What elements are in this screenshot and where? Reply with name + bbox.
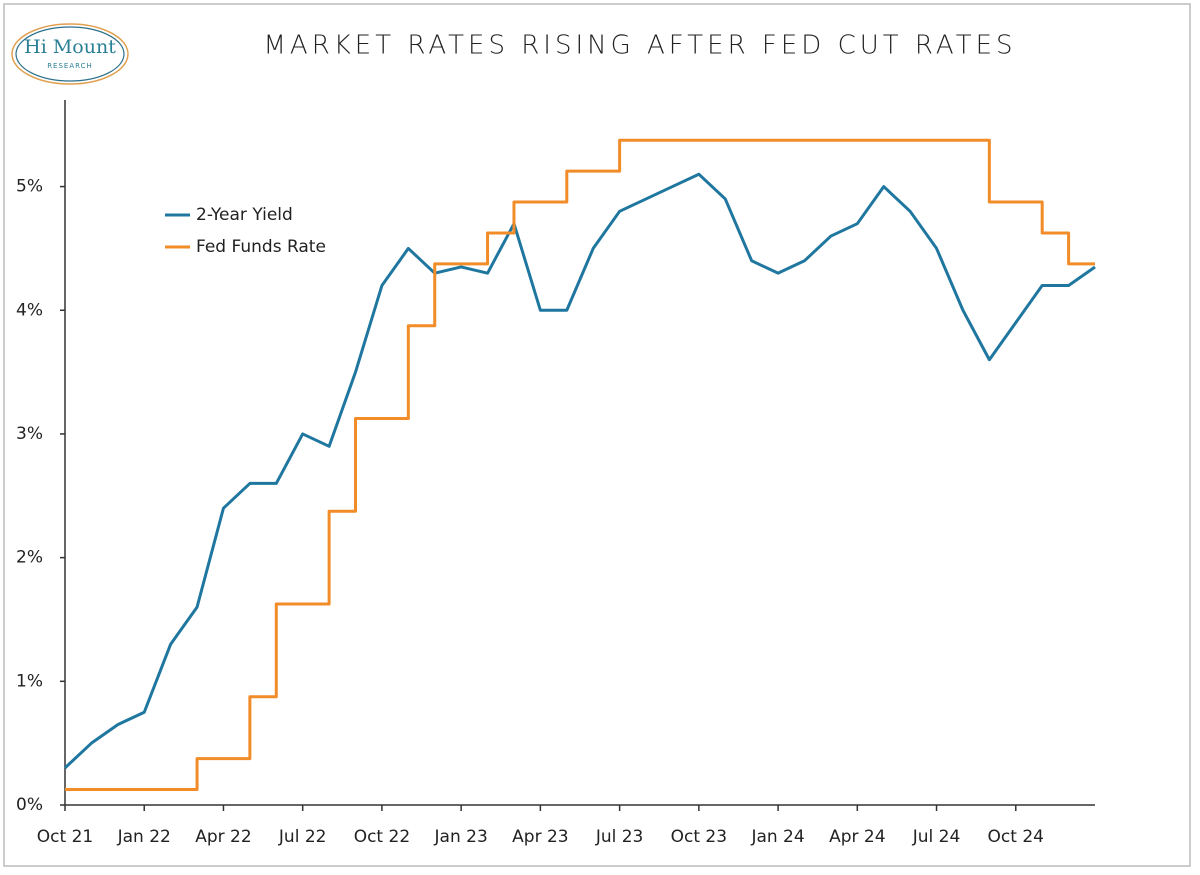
y-tick-label: 3%: [16, 424, 43, 444]
x-tick-label: Jul 23: [595, 827, 644, 847]
frame: [3, 3, 1191, 867]
logo-ring: [15, 26, 125, 82]
x-tick-label: Jan 22: [117, 827, 171, 847]
x-tick-label: Oct 21: [37, 827, 93, 847]
x-tick-label: Jan 23: [434, 827, 488, 847]
legend-label: Fed Funds Rate: [196, 237, 326, 257]
y-tick-label: 1%: [16, 671, 43, 691]
x-tick-label: Apr 22: [195, 827, 251, 847]
y-tick-label: 2%: [16, 548, 43, 568]
logo-ring: [11, 23, 129, 85]
series-line: [65, 138, 1095, 792]
x-tick-label: Oct 23: [671, 827, 727, 847]
y-tick-label: 5%: [16, 177, 43, 197]
series-line: [63, 172, 1096, 769]
x-tick-label: Jul 24: [912, 827, 961, 847]
x-tick-label: Jul 22: [278, 827, 327, 847]
y-tick-label: 4%: [16, 300, 43, 320]
x-tick-label: Apr 24: [829, 827, 885, 847]
logo-name: Hi Mount: [24, 36, 116, 58]
x-tick-label: Oct 22: [354, 827, 410, 847]
x-tick-label: Oct 24: [988, 827, 1044, 847]
logo-subtitle: RESEARCH: [47, 62, 93, 70]
x-tick-label: Jan 24: [750, 827, 804, 847]
y-tick-label: 0%: [16, 795, 43, 815]
chart-title: MARKET RATES RISING AFTER FED CUT RATES: [263, 31, 1016, 61]
x-tick-label: Apr 23: [512, 827, 568, 847]
legend-label: 2-Year Yield: [196, 205, 293, 225]
